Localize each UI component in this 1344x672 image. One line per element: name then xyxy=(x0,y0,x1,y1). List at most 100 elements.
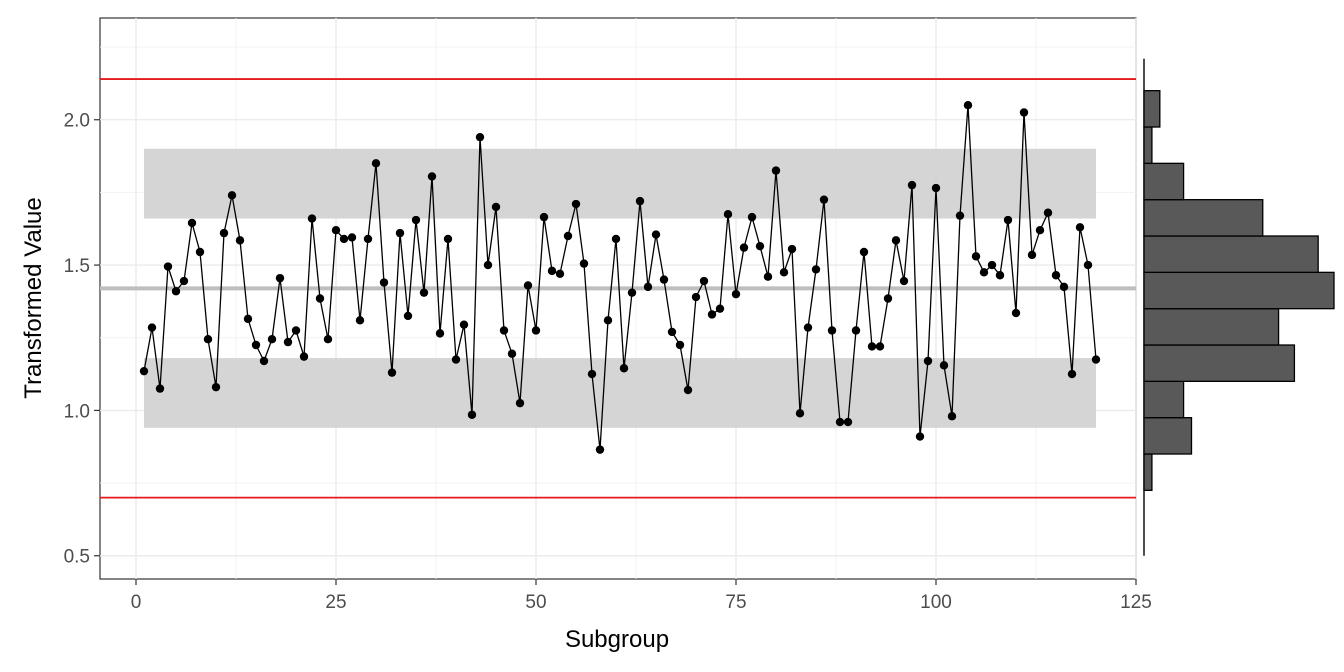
data-point xyxy=(395,228,405,238)
data-point xyxy=(715,304,725,313)
data-point xyxy=(563,231,573,241)
data-point xyxy=(579,259,589,268)
data-point xyxy=(651,230,661,239)
data-point xyxy=(851,326,861,335)
data-point xyxy=(155,384,165,393)
histogram-bar xyxy=(1143,126,1153,164)
histogram-bar xyxy=(1143,199,1264,237)
x-tick-label: 125 xyxy=(1120,592,1152,613)
data-point xyxy=(443,234,453,244)
data-point xyxy=(787,244,797,254)
data-point xyxy=(355,316,365,325)
data-point xyxy=(819,195,829,204)
data-point xyxy=(459,320,469,329)
data-point xyxy=(539,212,549,222)
data-point xyxy=(595,445,605,454)
data-point xyxy=(243,314,253,324)
x-axis-label: Subgroup xyxy=(565,626,669,653)
data-point xyxy=(1027,250,1037,260)
series-line xyxy=(143,105,1097,450)
data-point xyxy=(867,342,877,351)
data-point xyxy=(835,417,845,427)
data-point xyxy=(923,356,933,366)
histogram-bar xyxy=(1143,162,1185,201)
data-point xyxy=(843,417,853,427)
data-point xyxy=(699,276,709,286)
data-point xyxy=(187,218,197,228)
data-point xyxy=(643,282,653,292)
data-point xyxy=(227,191,237,200)
data-point xyxy=(1083,260,1093,270)
data-point xyxy=(403,311,413,321)
data-point xyxy=(363,234,373,244)
data-point xyxy=(523,281,533,290)
data-point xyxy=(419,288,429,297)
data-point xyxy=(291,326,301,335)
plot-panel xyxy=(99,17,1137,580)
data-point xyxy=(555,269,565,278)
data-point xyxy=(811,265,821,274)
x-tick-label: 75 xyxy=(725,592,746,613)
data-point xyxy=(139,366,149,376)
data-point xyxy=(1035,225,1045,235)
data-point xyxy=(347,233,357,242)
data-point xyxy=(1075,223,1085,232)
data-point xyxy=(219,228,229,238)
data-point xyxy=(1059,282,1069,292)
data-point xyxy=(683,385,693,395)
data-point xyxy=(627,288,637,297)
data-point xyxy=(875,342,885,351)
data-point xyxy=(147,323,157,332)
y-tick-label: 1.0 xyxy=(64,401,90,422)
data-point xyxy=(171,287,181,296)
data-point xyxy=(259,356,269,366)
data-point xyxy=(771,166,781,175)
x-tick-label: 0 xyxy=(131,592,142,613)
data-point xyxy=(387,368,397,377)
data-point xyxy=(611,234,621,244)
data-point xyxy=(1003,215,1013,225)
data-point xyxy=(939,361,949,370)
data-point xyxy=(427,172,437,181)
histogram-bar xyxy=(1143,308,1280,346)
axis-layer: 0 25 50 75 100 125 0.5 1.0 1.5 2.0 xyxy=(64,111,1152,613)
data-point xyxy=(907,180,917,190)
data-point xyxy=(163,262,173,271)
data-point xyxy=(251,340,261,350)
data-point xyxy=(379,278,389,287)
data-point xyxy=(619,364,629,373)
data-point xyxy=(339,234,349,244)
histogram-bar xyxy=(1143,271,1335,310)
data-point xyxy=(195,247,205,257)
data-point xyxy=(707,310,717,319)
data-point xyxy=(483,260,493,270)
y-tick-label: 2.0 xyxy=(64,111,90,132)
data-point xyxy=(315,294,325,303)
data-point xyxy=(1091,355,1101,364)
data-point xyxy=(779,268,789,277)
data-point xyxy=(235,236,245,245)
data-point xyxy=(275,273,285,283)
data-point xyxy=(307,214,317,223)
data-point xyxy=(859,247,869,257)
data-point xyxy=(691,292,701,302)
data-point xyxy=(883,294,893,303)
shaded-zone-2 xyxy=(144,358,1096,428)
x-tick-label: 100 xyxy=(920,592,952,613)
data-point xyxy=(467,410,477,419)
data-point xyxy=(915,432,925,441)
data-point xyxy=(587,369,597,379)
data-point xyxy=(499,326,509,335)
marginal-histogram xyxy=(1143,58,1335,556)
data-point xyxy=(931,183,941,193)
y-axis-label: Transformed Value xyxy=(20,197,47,398)
data-point xyxy=(987,260,997,270)
data-point xyxy=(323,334,333,344)
data-point xyxy=(515,398,525,408)
data-point xyxy=(203,334,213,344)
data-point xyxy=(331,225,341,235)
data-point xyxy=(763,272,773,281)
data-point xyxy=(1067,369,1077,379)
